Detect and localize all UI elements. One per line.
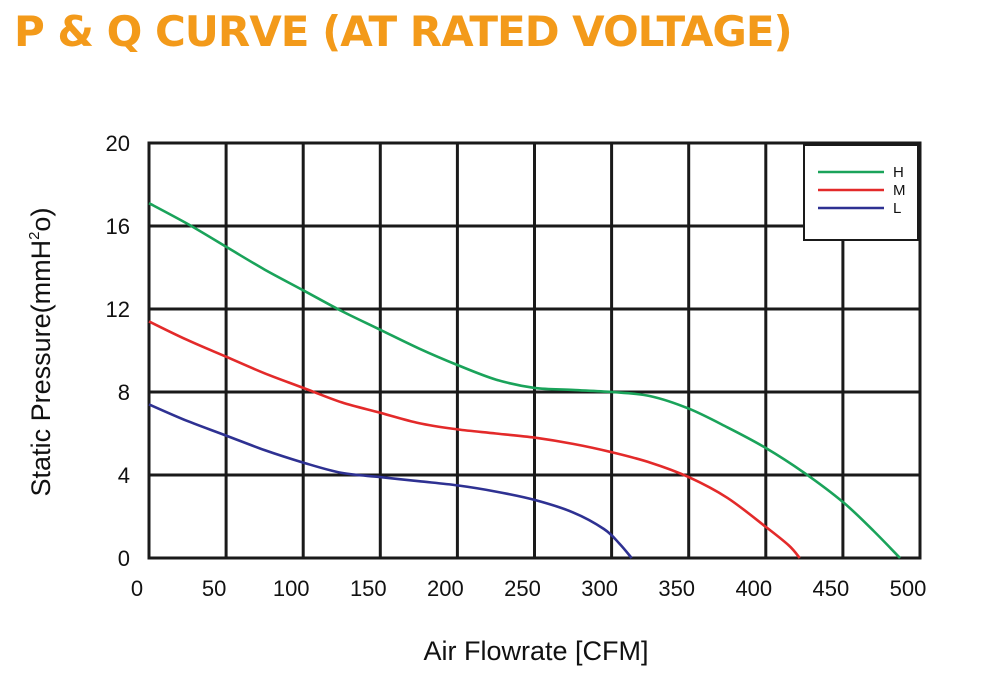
chart-grid: [147, 141, 922, 560]
x-tick-label: 350: [658, 576, 695, 601]
y-tick-labels: 0 4 8 12 16 20: [106, 131, 130, 571]
x-tick-label: 200: [427, 576, 464, 601]
y-tick-label: 8: [118, 380, 130, 405]
legend-box: [803, 144, 919, 241]
y-tick-label: 16: [106, 214, 130, 239]
legend: HML: [803, 144, 919, 241]
x-tick-label: 0: [131, 576, 143, 601]
series-line-l: [148, 403, 633, 559]
y-tick-label: 20: [106, 131, 130, 156]
y-axis-label-main: Static Pressure(mmH: [26, 240, 56, 497]
x-tick-label: 250: [504, 576, 541, 601]
x-axis-label: Air Flowrate [CFM]: [423, 636, 648, 666]
y-tick-label: 4: [118, 463, 130, 488]
y-tick-label: 12: [106, 297, 130, 322]
y-tick-label: 0: [118, 546, 130, 571]
x-tick-label: 150: [350, 576, 387, 601]
x-tick-labels: 0 50 100 150 200 250 300 350 400 450 500: [131, 576, 926, 601]
x-tick-label: 50: [202, 576, 226, 601]
legend-label-h: H: [893, 164, 904, 181]
series-lines: [148, 202, 901, 559]
chart-title: P & Q CURVE (AT RATED VOLTAGE): [14, 7, 793, 56]
x-tick-label: 300: [581, 576, 618, 601]
x-tick-label: 500: [890, 576, 927, 601]
legend-label-m: M: [893, 182, 906, 199]
x-tick-label: 450: [813, 576, 850, 601]
y-axis-label-superscript: 2: [26, 232, 43, 240]
series-line-h: [148, 202, 901, 559]
legend-label-l: L: [893, 200, 901, 217]
x-tick-label: 100: [273, 576, 310, 601]
series-line-m: [148, 320, 801, 559]
x-tick-label: 400: [735, 576, 772, 601]
y-axis-label: Static Pressure(mmH2o): [26, 208, 56, 497]
y-axis-label-tail: o): [26, 208, 56, 232]
